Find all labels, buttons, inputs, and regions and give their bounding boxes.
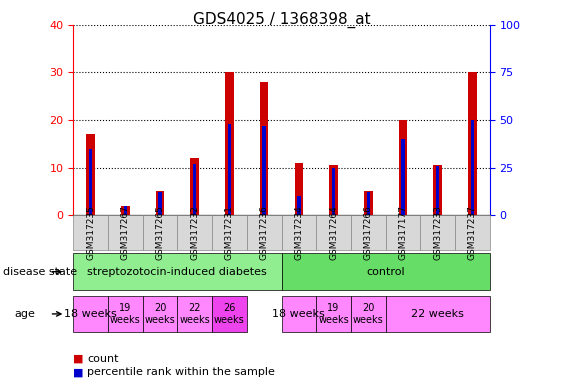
Text: GSM317234: GSM317234 [294, 205, 303, 260]
Text: count: count [87, 354, 119, 364]
Text: 22 weeks: 22 weeks [412, 309, 464, 319]
Bar [89, 149, 92, 215]
Text: GSM317267: GSM317267 [121, 205, 129, 260]
Bar [468, 73, 477, 215]
Bar [190, 158, 199, 215]
Text: 19
weeks: 19 weeks [110, 303, 141, 325]
Text: 22
weeks: 22 weeks [180, 303, 210, 325]
Text: 20
weeks: 20 weeks [145, 303, 175, 325]
Text: ■: ■ [73, 354, 84, 364]
Text: streptozotocin-induced diabetes: streptozotocin-induced diabetes [87, 266, 267, 277]
Text: GSM317266: GSM317266 [364, 205, 373, 260]
Bar [364, 191, 373, 215]
Bar [193, 164, 196, 215]
Bar [294, 163, 303, 215]
Text: 18 weeks: 18 weeks [64, 309, 117, 319]
Bar [121, 205, 129, 215]
Bar [123, 205, 127, 215]
Text: 19
weeks: 19 weeks [318, 303, 349, 325]
Bar [158, 192, 162, 215]
Bar [329, 165, 338, 215]
Text: GSM317232: GSM317232 [190, 205, 199, 260]
Bar [225, 73, 234, 215]
Bar [401, 139, 405, 215]
Bar [367, 192, 370, 215]
Text: GSM317264: GSM317264 [329, 205, 338, 260]
Text: GSM317235: GSM317235 [86, 205, 95, 260]
Text: 26
weeks: 26 weeks [214, 303, 245, 325]
Bar [297, 196, 301, 215]
Text: GSM317233: GSM317233 [434, 205, 442, 260]
Text: 20
weeks: 20 weeks [353, 303, 383, 325]
Text: age: age [14, 309, 35, 319]
Bar [86, 134, 95, 215]
Text: GSM317265: GSM317265 [155, 205, 164, 260]
Text: GSM317177: GSM317177 [399, 205, 408, 260]
Text: control: control [367, 266, 405, 277]
Text: 18 weeks: 18 weeks [272, 309, 325, 319]
Bar [155, 191, 164, 215]
Bar [227, 124, 231, 215]
Bar [471, 120, 474, 215]
Text: ■: ■ [73, 367, 84, 377]
Bar [262, 126, 266, 215]
Bar [260, 82, 269, 215]
Text: percentile rank within the sample: percentile rank within the sample [87, 367, 275, 377]
Bar [434, 165, 442, 215]
Bar [436, 166, 440, 215]
Text: GDS4025 / 1368398_at: GDS4025 / 1368398_at [193, 12, 370, 28]
Text: GSM317237: GSM317237 [468, 205, 477, 260]
Text: GSM317231: GSM317231 [225, 205, 234, 260]
Text: GSM317236: GSM317236 [260, 205, 269, 260]
Bar [332, 167, 336, 215]
Text: disease state: disease state [3, 266, 77, 277]
Bar [399, 120, 408, 215]
